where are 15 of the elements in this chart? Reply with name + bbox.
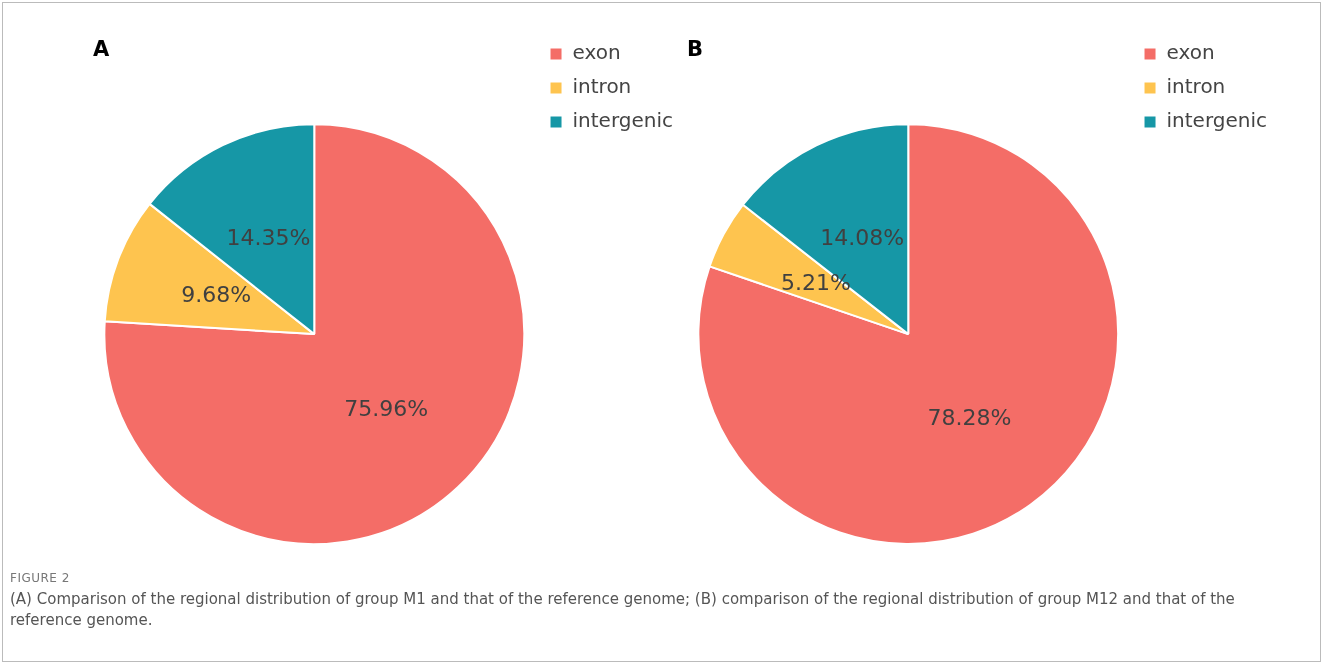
chart-title: A: [93, 37, 110, 62]
caption: FIGURE 2: [10, 570, 71, 587]
legend-label: intergenic: [1166, 108, 1268, 133]
data-label: 9.68%: [181, 282, 252, 308]
data-label: 75.96%: [344, 396, 429, 422]
text: (A) Comparison of the regional distribution of group M1 and that of the reference genome; (B) comparison of the regional distribution of group M12 and that of the reference genome.: [10, 589, 1236, 631]
legend-label: exon: [1166, 40, 1215, 65]
legend-label: intron: [1166, 74, 1226, 99]
data-label: 78.28%: [927, 405, 1012, 431]
chart-title: B: [687, 37, 704, 62]
data-label: 14.08%: [820, 225, 905, 251]
data-label: 14.35%: [226, 225, 311, 251]
legend-label: intron: [572, 74, 632, 99]
legend-label: exon: [572, 40, 621, 65]
legend-label: intergenic: [572, 108, 674, 133]
